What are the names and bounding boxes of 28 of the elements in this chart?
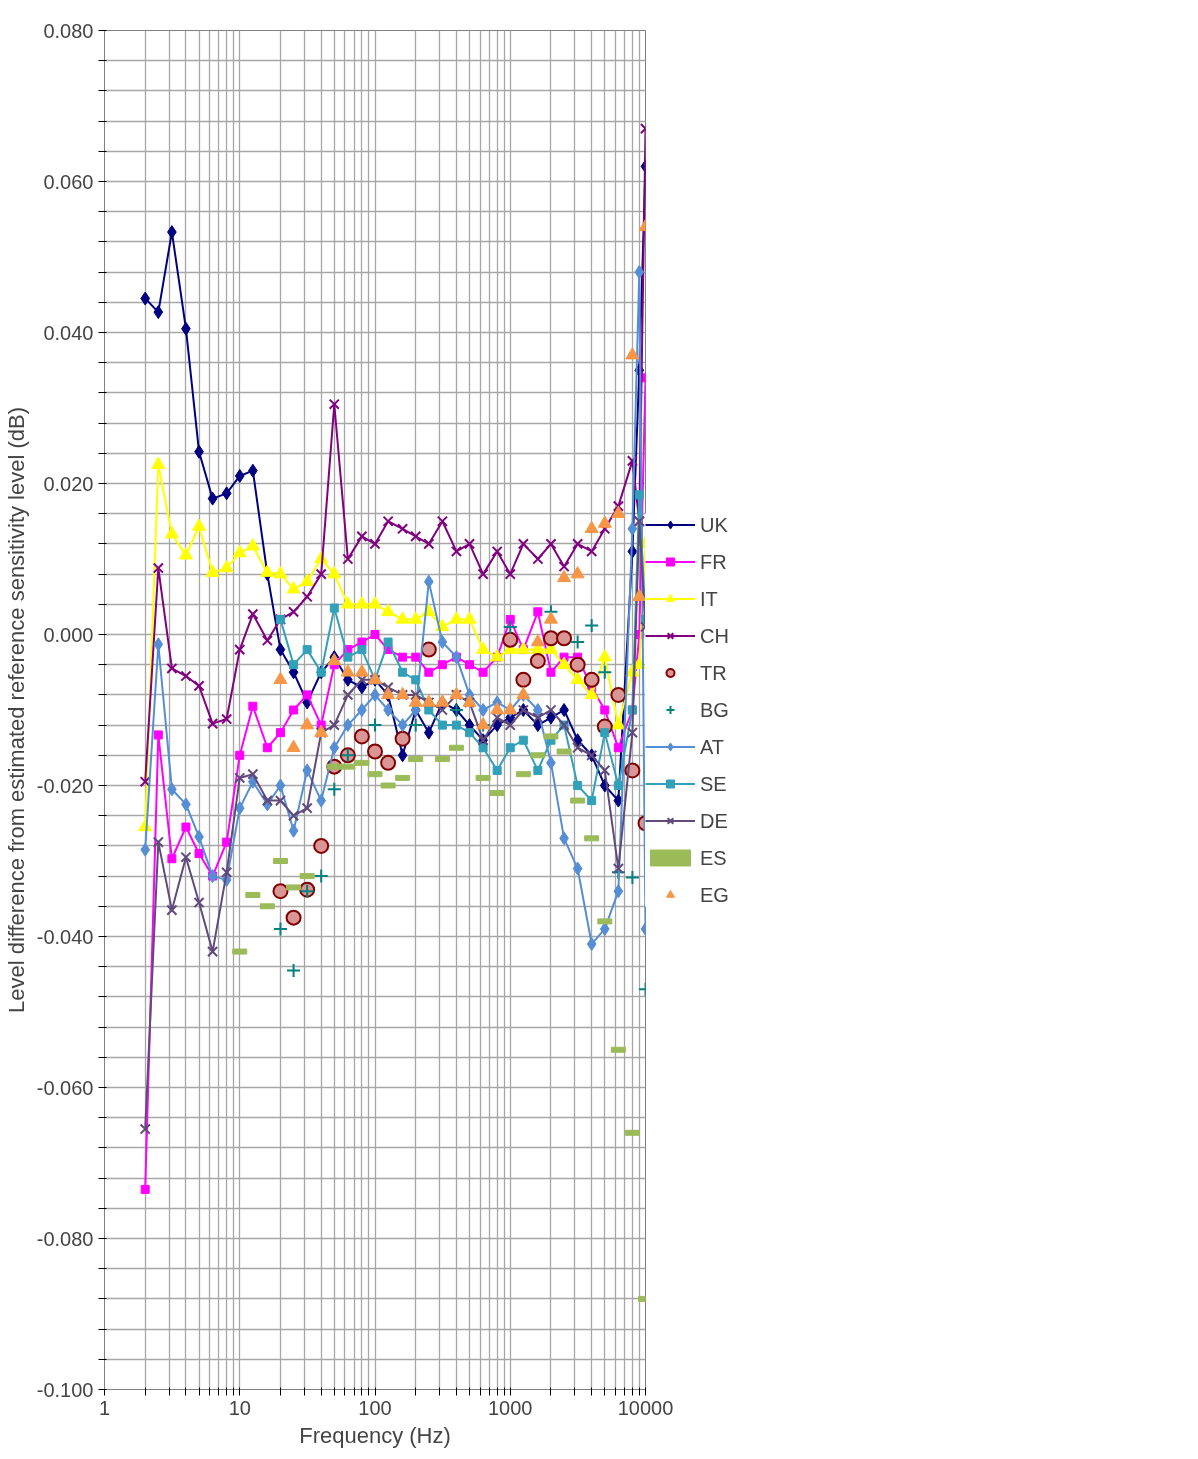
x-tick-label: 1 [98,1396,111,1419]
x-tick-label: 100 [358,1396,392,1419]
y-tick-label: -0.020 [36,774,94,797]
legend-label: EG [700,883,730,906]
y-tick-label: -0.080 [36,1227,94,1250]
y-tick-label: 0.000 [43,623,94,646]
y-tick-label: 0.040 [43,321,94,344]
y-tick-label: -0.040 [36,925,94,948]
y-tick-label: 0.060 [43,170,94,193]
legend-label: FR [700,550,728,573]
legend-label: ES [700,846,728,869]
x-tick-label: 10 [228,1396,251,1419]
y-tick-label: -0.100 [36,1378,94,1401]
x-tick-label: 1000 [488,1396,533,1419]
y-axis-title: Level difference from estimated reference sensitivity level (dB) [3,406,29,1014]
legend-label: TR [700,661,728,684]
legend-label: BG [700,698,730,721]
legend-label: IT [700,587,719,610]
legend-label: UK [700,513,729,536]
legend-label: AT [700,735,726,758]
legend-label: SE [700,772,728,795]
x-tick-label: 10000 [617,1396,674,1419]
x-axis-title: Frequency (Hz) [299,1422,451,1448]
y-tick-label: 0.020 [43,472,94,495]
y-tick-label: 0.080 [43,19,94,42]
legend-label: CH [700,624,730,647]
legend-label: DE [700,809,729,832]
y-tick-label: -0.060 [36,1076,94,1099]
